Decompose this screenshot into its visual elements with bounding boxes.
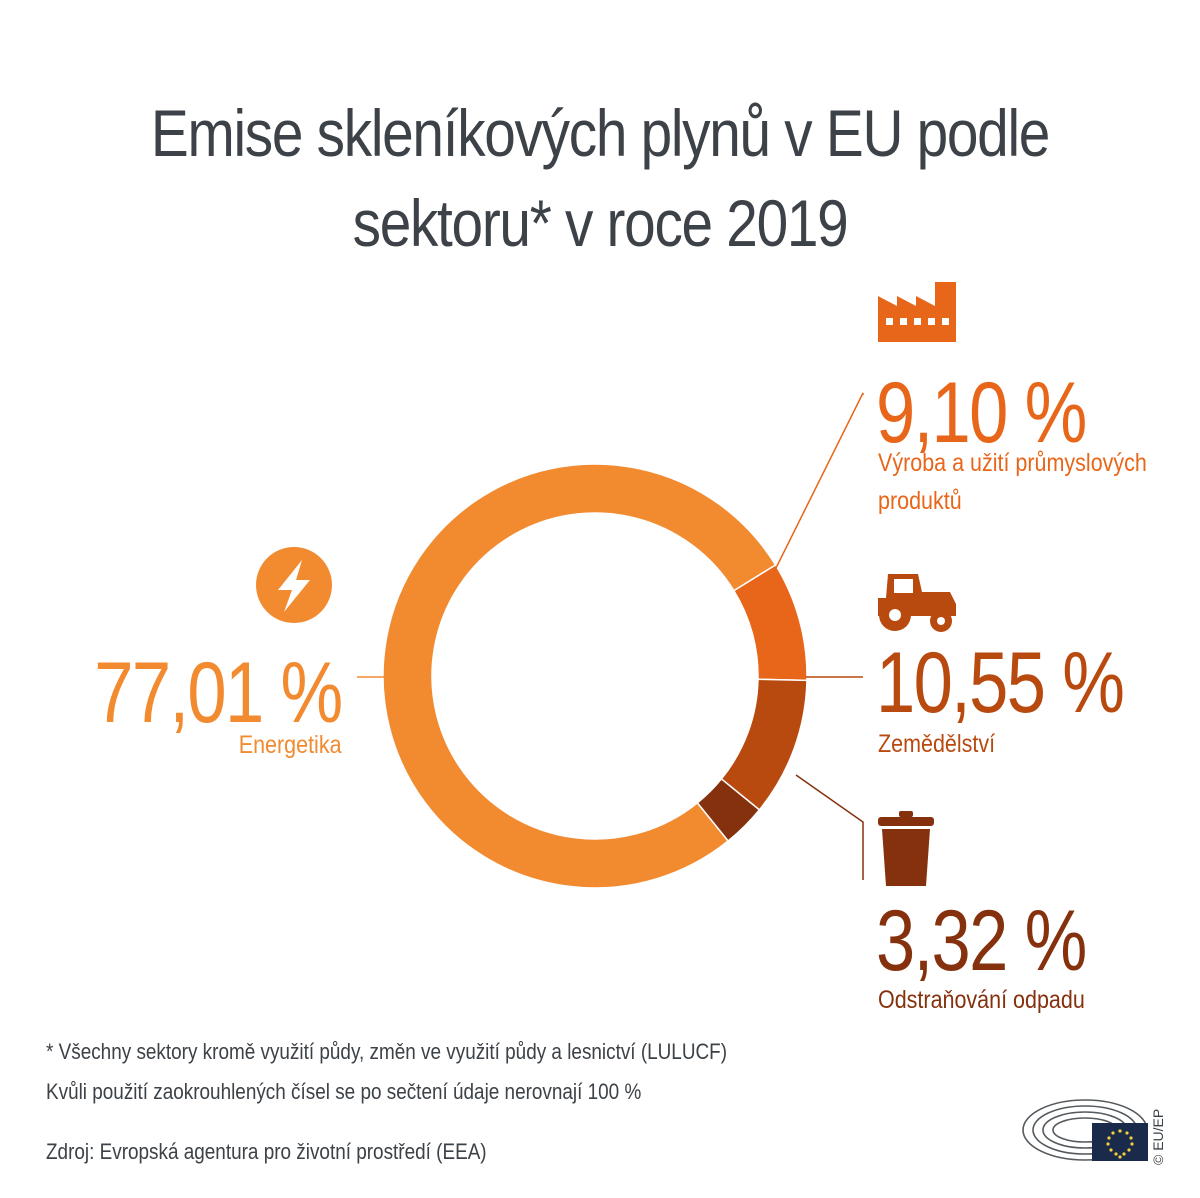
agriculture-percent: 10,55 % xyxy=(876,635,1125,731)
chart-title-line1: Emise skleníkových plynů v EU podle xyxy=(150,96,1050,170)
leader-line-industry xyxy=(775,392,864,569)
source-note: Zdroj: Evropská agentura pro životní pro… xyxy=(46,1139,487,1164)
trash-bin-icon xyxy=(878,811,934,886)
energy-percent: 77,01 % xyxy=(94,645,344,741)
waste-label: Odstraňování odpadu xyxy=(878,986,1085,1014)
leader-lines xyxy=(357,392,864,880)
donut-slice-energy xyxy=(382,463,777,889)
lightning-icon xyxy=(256,547,332,623)
waste-percent: 3,32 % xyxy=(876,893,1087,989)
copyright-credit: © EU/EP xyxy=(1150,1108,1166,1165)
footnote-lulucf: * Všechny sektory kromě využití půdy, zm… xyxy=(46,1039,728,1064)
energy-label: Energetika xyxy=(239,731,342,759)
european-parliament-logo xyxy=(1022,1099,1148,1161)
chart-title: Emise skleníkových plynů v EU podle sekt… xyxy=(84,88,1116,268)
footnote-rounding: Kvůli použití zaokrouhlených čísel se po… xyxy=(46,1079,642,1104)
industry-label-line2: produktů xyxy=(878,487,962,515)
leader-line-waste xyxy=(795,774,864,880)
industry-percent: 9,10 % xyxy=(876,365,1087,461)
chart-title-line2: sektoru* v roce 2019 xyxy=(352,186,849,260)
tractor-icon xyxy=(878,574,956,632)
factory-icon xyxy=(878,282,956,342)
agriculture-label: Zemědělství xyxy=(878,730,996,758)
donut-slices xyxy=(382,463,808,889)
industry-label-line1: Výroba a užití průmyslových xyxy=(878,449,1147,477)
